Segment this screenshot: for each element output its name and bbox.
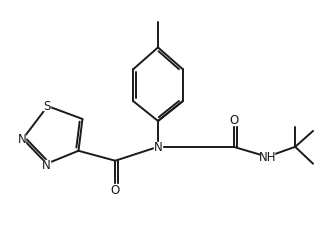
Bar [43,160,50,170]
Bar [18,134,25,144]
Bar [230,116,237,125]
Bar [155,142,162,152]
Text: S: S [43,99,50,112]
Text: O: O [111,183,120,196]
Text: NH: NH [259,151,276,164]
Text: N: N [17,133,26,146]
Bar [261,152,273,162]
Bar [112,185,119,195]
Text: N: N [154,141,162,154]
Text: O: O [229,114,238,127]
Text: N: N [42,158,51,171]
Bar [43,100,50,111]
